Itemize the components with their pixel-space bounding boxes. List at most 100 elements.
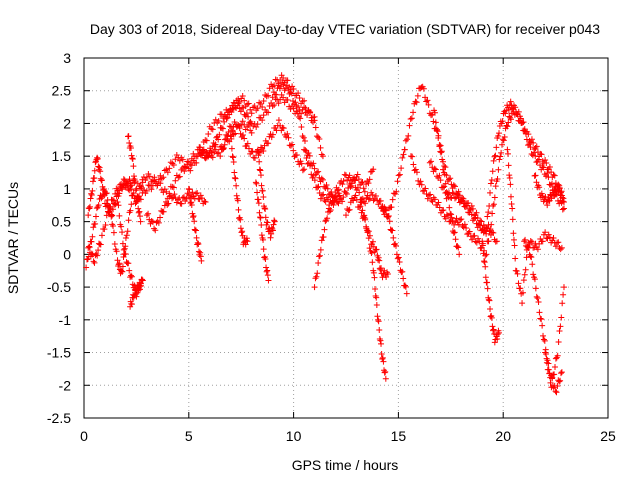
data-point — [499, 141, 506, 148]
data-point — [121, 245, 128, 252]
series-t32 — [542, 284, 567, 391]
data-point — [520, 119, 527, 126]
data-point — [197, 249, 204, 256]
data-point — [501, 134, 508, 141]
data-point — [364, 192, 371, 199]
data-point — [351, 176, 358, 183]
data-point — [381, 369, 388, 376]
data-point — [420, 85, 427, 92]
chart-title: Day 303 of 2018, Sidereal Day-to-day VTE… — [90, 21, 600, 37]
data-point — [233, 192, 240, 199]
data-point — [91, 259, 98, 266]
data-point — [484, 285, 491, 292]
data-point — [202, 199, 209, 205]
data-point — [431, 165, 438, 172]
axis-ticks — [83, 57, 609, 419]
data-point — [128, 201, 135, 208]
data-point — [151, 177, 158, 184]
data-point — [98, 195, 105, 202]
data-point — [490, 326, 497, 333]
data-point — [409, 153, 416, 160]
data-point — [537, 315, 544, 322]
data-point — [298, 160, 305, 167]
data-point — [394, 178, 401, 185]
data-point — [440, 207, 447, 214]
data-point — [538, 316, 545, 323]
data-point — [492, 152, 499, 159]
data-point — [538, 151, 545, 158]
data-point — [220, 144, 227, 151]
data-point — [166, 165, 173, 172]
data-point — [370, 269, 377, 276]
data-point — [264, 267, 271, 274]
data-point — [304, 111, 311, 118]
data-point — [122, 251, 129, 257]
data-point — [192, 190, 199, 197]
data-point — [232, 175, 239, 182]
data-point — [359, 179, 366, 186]
data-point — [233, 105, 240, 112]
data-point — [519, 300, 526, 307]
data-point — [258, 222, 265, 229]
data-point — [423, 98, 430, 105]
data-point — [319, 153, 326, 160]
data-point — [383, 207, 390, 214]
data-point — [560, 284, 567, 291]
data-point — [502, 110, 509, 117]
data-point — [224, 133, 231, 140]
data-point — [533, 143, 540, 150]
data-point — [229, 127, 236, 134]
data-point — [426, 159, 433, 166]
data-point — [370, 243, 377, 250]
data-point — [435, 132, 442, 139]
data-point — [507, 98, 514, 105]
data-point — [229, 105, 236, 112]
data-point — [209, 154, 216, 161]
data-point — [449, 189, 456, 196]
data-point — [376, 257, 383, 264]
data-point — [157, 214, 164, 221]
data-point — [102, 221, 109, 228]
data-point — [353, 196, 360, 203]
data-point — [287, 142, 294, 149]
data-point — [363, 227, 370, 234]
data-point — [260, 98, 267, 105]
data-point — [221, 118, 228, 125]
data-point — [126, 267, 133, 274]
data-point — [401, 282, 408, 289]
data-point — [129, 155, 136, 162]
data-point — [413, 169, 420, 176]
data-point — [431, 109, 438, 116]
data-point — [363, 223, 370, 230]
data-point — [373, 246, 380, 253]
data-point — [217, 153, 224, 160]
data-point — [311, 284, 318, 291]
data-point — [323, 182, 330, 189]
data-point — [356, 189, 363, 196]
data-point — [85, 212, 92, 219]
data-point — [340, 194, 347, 201]
data-point — [432, 166, 439, 173]
data-point — [242, 241, 249, 248]
data-point — [496, 329, 503, 336]
data-point — [320, 233, 327, 240]
data-point — [529, 261, 536, 268]
data-point — [315, 183, 322, 190]
data-point — [128, 273, 135, 280]
data-point — [393, 251, 400, 258]
data-point — [436, 172, 443, 179]
data-point — [264, 272, 271, 279]
data-point — [256, 99, 263, 106]
data-point — [175, 196, 182, 203]
data-point — [122, 235, 129, 242]
data-point — [380, 358, 387, 365]
data-point — [550, 235, 557, 242]
series-t17 — [301, 146, 408, 220]
data-point — [504, 150, 511, 157]
data-point — [106, 208, 113, 215]
data-point — [237, 108, 244, 115]
data-point — [463, 225, 470, 232]
data-point — [160, 174, 167, 181]
data-point — [440, 166, 447, 173]
data-point — [137, 196, 144, 203]
